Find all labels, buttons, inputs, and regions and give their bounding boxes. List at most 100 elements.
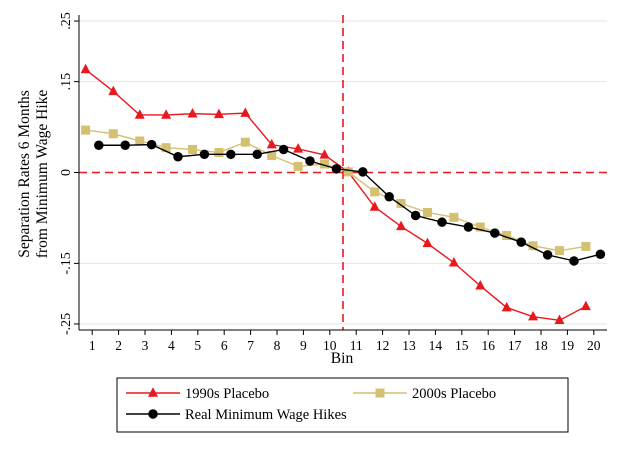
x-tick-label-0: 1 [89,338,96,353]
series-0-point-18 [554,314,565,325]
series-1-point-0 [81,125,91,135]
series-1-point-14 [449,212,459,222]
x-tick-label-11: 12 [376,338,390,353]
series-1 [81,125,591,256]
series-0-point-7 [266,138,277,149]
x-tick-label-19: 20 [587,338,601,353]
series-1-point-5 [214,148,224,158]
series-1-point-18 [554,246,564,256]
series-1-point-2 [135,136,145,146]
series-0 [80,63,591,325]
series-0-point-6 [240,107,251,117]
x-tick-label-2: 3 [142,338,149,353]
series-1-point-17 [528,241,538,251]
x-tick-label-3: 4 [168,338,175,353]
legend-label-0: 1990s Placebo [185,386,269,402]
series-0-point-11 [369,201,380,211]
x-tick-label-8: 9 [300,338,307,353]
series-2-point-19 [595,249,606,260]
y-tick-label-2: 0 [59,169,74,176]
series-1-point-19 [581,241,591,251]
x-tick-label-10: 11 [350,338,363,353]
series-0-point-12 [396,220,407,231]
series-2-point-14 [463,222,474,232]
series-2-point-10 [358,167,368,177]
series-1-point-3 [161,143,171,153]
series-2 [94,139,606,266]
y-tick-label-3: -.15 [59,252,74,274]
series-0-point-9 [319,149,330,159]
series-2-point-7 [278,144,289,155]
series-0-point-5 [213,108,224,119]
series-0-point-15 [475,280,486,290]
y-axis-label-line-1: Separation Rates 6 Months [16,90,33,257]
x-tick-label-5: 6 [221,338,228,353]
series-0-point-17 [528,310,539,321]
series-1-point-16 [502,231,512,240]
series-2-point-9 [331,164,342,174]
series-2-point-4 [199,149,210,160]
series-2-point-12 [410,210,421,221]
x-tick-label-4: 5 [194,338,201,353]
series-2-point-11 [384,191,394,202]
legend-label-2: Real Minimum Wage Hikes [185,407,347,423]
x-tick-label-16: 17 [508,338,522,353]
legend-marker-1 [375,388,385,398]
series-1-point-6 [240,137,250,147]
x-tick-label-12: 13 [402,338,416,353]
series-2-point-17 [542,250,553,260]
series-2-point-5 [226,149,236,160]
series-2-point-8 [305,156,315,166]
series-2-point-1 [120,140,130,150]
series-0-point-16 [501,301,512,312]
x-tick-label-14: 15 [455,338,469,353]
series-2-point-0 [94,140,104,150]
reference-lines [79,15,607,330]
series-2-point-6 [252,149,262,160]
x-tick-label-18: 19 [561,338,575,353]
x-tick-label-13: 14 [429,338,443,353]
series-1-point-1 [108,129,118,139]
series-line-0 [85,68,587,322]
series-2-point-16 [516,237,526,247]
series-1-point-15 [475,222,485,232]
series-0-point-8 [293,143,304,153]
series-0-point-19 [580,300,591,311]
x-tick-label-7: 8 [274,338,281,353]
series-1-point-12 [396,198,406,208]
x-tick-label-1: 2 [115,338,122,353]
x-tick-label-9: 10 [323,338,337,353]
y-tick-label-4: -.25 [59,313,74,335]
legend-label-1: 2000s Placebo [412,386,496,402]
y-tick-label-0: .25 [59,12,74,30]
series-0-point-0 [80,63,91,74]
series-1-point-9 [320,159,330,169]
series-1-point-10 [343,167,353,177]
series-0-point-4 [187,107,198,118]
x-tick-label-6: 7 [247,338,254,353]
x-tick-label-17: 18 [534,338,548,353]
series-0-point-3 [161,109,172,119]
series-1-point-8 [293,161,303,171]
legend: 1990s Placebo 2000s Placebo Real Minimum W… [116,377,569,433]
x-axis-label: Bin [331,350,354,367]
y-tick-label-1: .15 [59,73,74,91]
series-0-point-2 [134,109,145,119]
series-1-point-11 [370,187,380,197]
series-2-point-15 [490,228,500,238]
series-layer [80,63,606,325]
series-1-point-4 [188,144,198,154]
y-axis-label-line-2: from Minimum Wage Hike [34,90,51,259]
series-2-point-2 [146,139,157,150]
series-1-point-7 [267,151,277,161]
series-2-point-13 [437,217,447,227]
legend-box [116,377,569,433]
series-0-point-1 [108,85,119,96]
legend-items: 1990s Placebo 2000s Placebo Real Minimum W… [126,386,496,423]
series-0-point-13 [422,237,433,248]
x-tick-label-15: 16 [481,338,495,353]
legend-marker-0 [148,387,158,397]
legend-marker-2 [148,409,158,419]
series-0-point-14 [448,257,459,267]
series-1-point-13 [422,207,432,217]
